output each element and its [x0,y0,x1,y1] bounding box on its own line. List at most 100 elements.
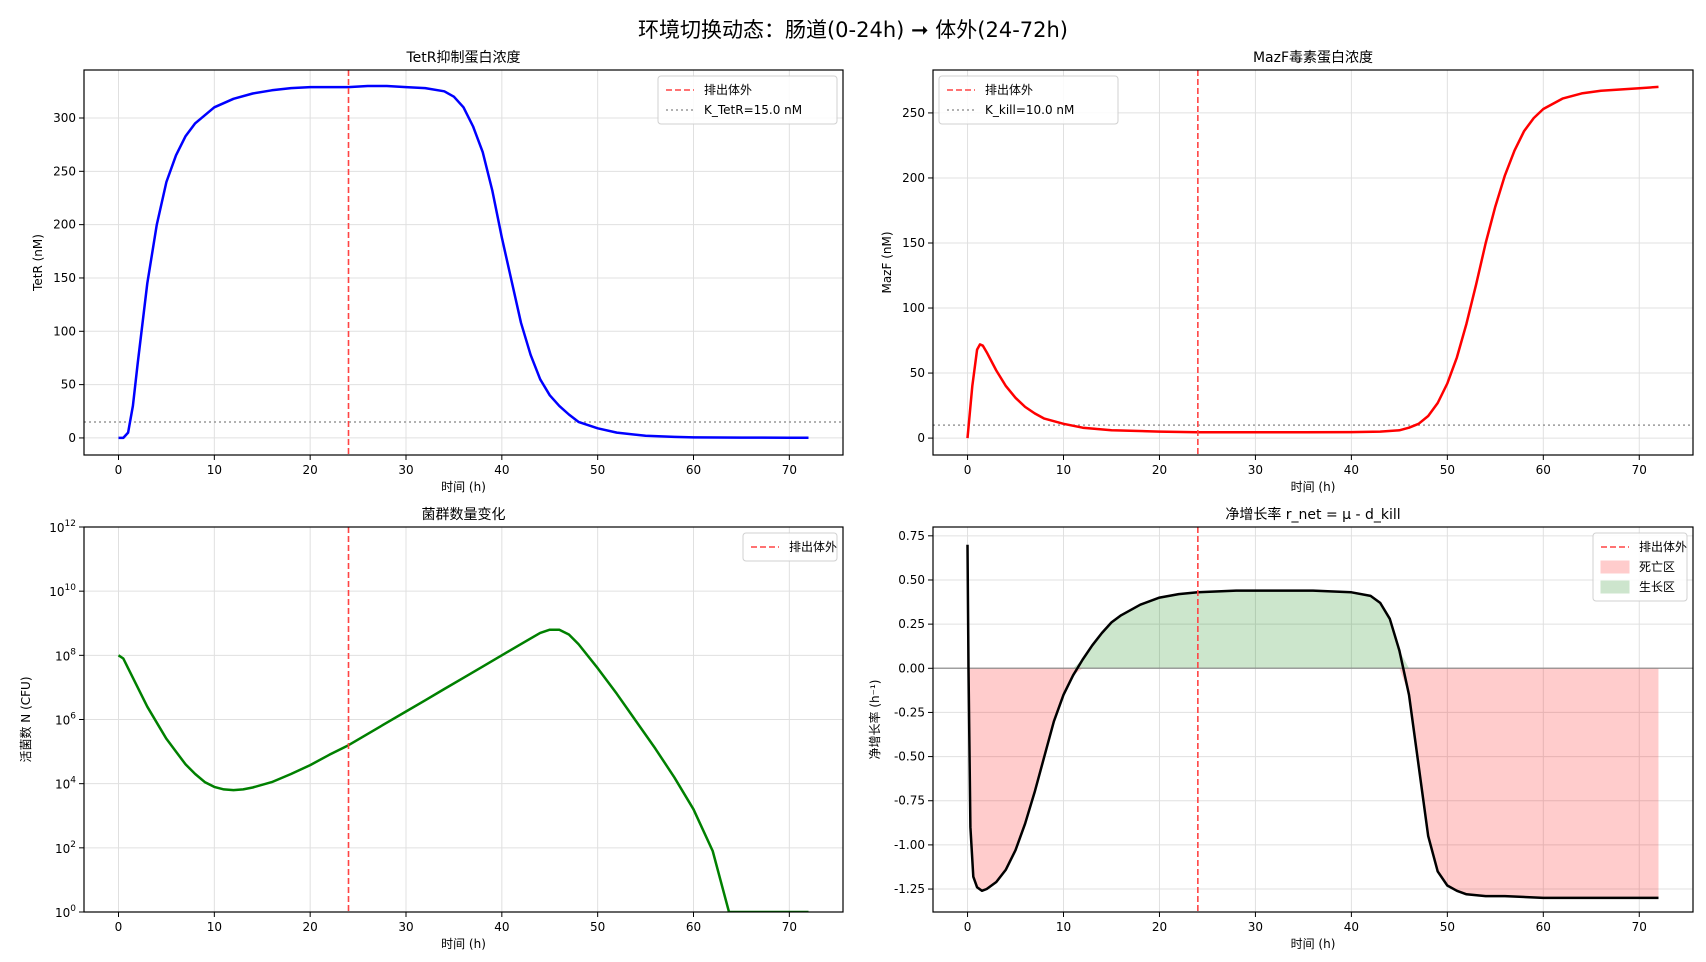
x-tick-label: 0 [115,463,123,477]
legend-label: 排出体外 [1639,540,1687,554]
y-tick-label: 300 [53,111,76,125]
legend-frame [938,75,1119,125]
subplot-population: 0 10 20 30 40 50 60 70 100 102 104 106 108 1010 1012 菌群… [18,507,844,951]
y-tick-label: 0.00 [898,661,925,675]
y-axis-label: TetR (nM) [31,234,45,292]
x-tick-label: 50 [590,463,605,477]
y-tick-label: 0.25 [898,617,925,631]
y-axis-label: 活菌数 N (CFU) [18,676,33,762]
figure-suptitle: 环境切换动态：肠道(0-24h) ➞ 体外(24-72h) [637,18,1069,42]
y-tick-label: 200 [902,171,925,185]
y-tick-label: 0 [917,431,925,445]
subplot-mazf: 0 10 20 30 40 50 60 70 0 50 100 150 200 250 MazF毒素蛋白浓度… [880,50,1694,494]
series-line-tetr [118,84,809,440]
y-axis-label: 净增长率 (h⁻¹) [867,680,882,760]
y-tick-label: 50 [61,378,76,392]
x-tick-label: 40 [1344,920,1359,934]
y-axis-label: MazF (nM) [880,231,894,293]
y-tick-label: 102 [55,840,76,856]
y-tick-label: 108 [55,647,76,663]
x-tick-label: 50 [1440,463,1455,477]
growth-zone-fill [967,544,1659,669]
y-tick-label: 100 [902,301,925,315]
x-tick-label: 40 [1344,463,1359,477]
x-tick-label: 10 [207,920,222,934]
x-tick-label: 0 [115,920,123,934]
y-tick-label: -1.00 [894,838,925,852]
subplot-title: 菌群数量变化 [422,507,506,523]
y-tick-label: 100 [55,904,76,920]
grid [84,526,843,913]
legend-frame [657,75,838,125]
x-tick-label: 70 [782,920,797,934]
legend: 排出体外 K_TetR=15.0 nM [657,75,838,125]
x-tick-label: 60 [1536,920,1551,934]
x-axis-label: 时间 (h) [441,480,486,494]
y-tick-label: 200 [53,218,76,232]
series-line-net_growth [966,544,1659,900]
legend: 排出体外 K_kill=10.0 nM [938,75,1119,125]
axes-frame [932,69,1694,456]
y-tick-label: 250 [902,106,925,120]
y-tick-label: 0 [68,431,76,445]
x-tick-label: 30 [1248,463,1263,477]
x-tick-label: 20 [1152,463,1167,477]
y-tick-label: 100 [53,324,76,338]
legend: 排出体外 [742,532,838,562]
x-tick-label: 40 [494,463,509,477]
subplot-title: 净增长率 r_net = μ - d_kill [1225,506,1400,523]
y-tick-label: -0.25 [894,705,925,719]
x-tick-label: 0 [964,463,972,477]
y-tick-label: 150 [902,236,925,250]
legend-label: 生长区 [1639,580,1675,594]
death-zone-fill [967,668,1659,898]
series-line-mazf [966,85,1659,439]
subplot-net_growth: 0 10 20 30 40 50 60 70 0.75 0.50 0.25 0.00 -0.25 -0.5… [867,506,1694,951]
legend-frame [742,532,838,562]
x-tick-label: 10 [207,463,222,477]
x-tick-label: 70 [1632,463,1647,477]
legend-label: 排出体外 [789,540,837,554]
x-tick-label: 20 [303,463,318,477]
y-tick-label: 1010 [49,583,76,599]
y-tick-label: -0.75 [894,794,925,808]
x-axis-label: 时间 (h) [1291,480,1336,494]
x-tick-label: 30 [398,463,413,477]
x-axis-label: 时间 (h) [1291,937,1336,951]
subplot-tetr: 0 10 20 30 40 50 60 70 0 50 100 150 200 250 300 TetR抑制蛋… [31,50,844,494]
legend-label: K_TetR=15.0 nM [704,103,802,117]
x-tick-label: 30 [1248,920,1263,934]
legend-label: K_kill=10.0 nM [985,103,1074,117]
x-tick-label: 60 [686,463,701,477]
legend-label: 死亡区 [1639,560,1675,574]
x-tick-label: 0 [964,920,972,934]
series-line-population [117,628,809,912]
x-tick-label: 70 [1632,920,1647,934]
y-tick-label: 50 [910,366,925,380]
y-tick-label: 1012 [49,519,76,535]
grid [933,70,1693,455]
x-tick-label: 20 [1152,920,1167,934]
grid [84,70,843,455]
legend-label: 排出体外 [985,83,1033,97]
y-tick-label: 150 [53,271,76,285]
x-tick-label: 50 [590,920,605,934]
y-tick-label: 104 [55,776,76,792]
subplot-title: MazF毒素蛋白浓度 [1253,50,1373,66]
subplot-title: TetR抑制蛋白浓度 [405,50,520,66]
y-tick-label: 0.75 [898,529,925,543]
axes-frame [932,526,1694,913]
x-tick-label: 60 [686,920,701,934]
y-tick-label: 0.50 [898,573,925,587]
x-tick-label: 40 [494,920,509,934]
x-tick-label: 10 [1056,463,1071,477]
y-tick-label: 250 [53,164,76,178]
x-tick-label: 70 [782,463,797,477]
x-tick-label: 30 [398,920,413,934]
x-tick-label: 20 [303,920,318,934]
x-axis-label: 时间 (h) [441,937,486,951]
x-tick-label: 60 [1536,463,1551,477]
y-tick-label: -0.50 [894,750,925,764]
